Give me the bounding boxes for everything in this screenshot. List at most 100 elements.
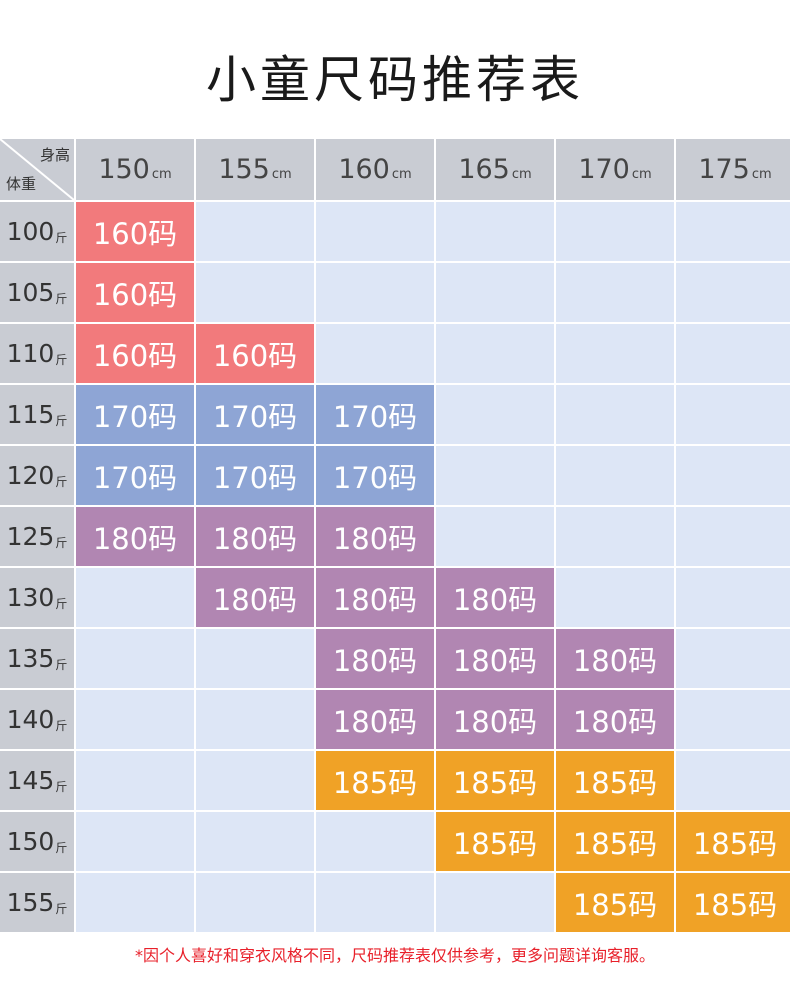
size-cell: 170码: [196, 385, 314, 444]
empty-cell: [556, 446, 674, 505]
size-cell: 185码: [676, 873, 790, 932]
empty-cell: [316, 263, 434, 322]
empty-cell: [676, 263, 790, 322]
size-cell: 170码: [76, 446, 194, 505]
empty-cell: [436, 202, 554, 261]
empty-cell: [676, 385, 790, 444]
size-cell: 160码: [76, 324, 194, 383]
empty-cell: [76, 568, 194, 627]
weight-unit: 斤: [55, 841, 68, 855]
empty-cell: [196, 690, 314, 749]
height-unit: cm: [511, 167, 532, 182]
size-cell: 180码: [316, 568, 434, 627]
size-cell: 185码: [316, 751, 434, 810]
height-value: 150: [98, 154, 150, 185]
page-title: 小童尺码推荐表: [206, 51, 584, 109]
weight-unit: 斤: [55, 780, 68, 794]
weight-unit: 斤: [55, 902, 68, 916]
weight-unit: 斤: [55, 597, 68, 611]
empty-cell: [676, 324, 790, 383]
empty-cell: [196, 263, 314, 322]
size-cell: 160码: [76, 202, 194, 261]
height-value: 155: [218, 154, 270, 185]
weight-header-140: 140 斤: [0, 690, 74, 749]
weight-unit: 斤: [55, 231, 68, 245]
height-value: 160: [338, 154, 390, 185]
empty-cell: [196, 812, 314, 871]
empty-cell: [436, 446, 554, 505]
weight-header-135: 135 斤: [0, 629, 74, 688]
height-unit: cm: [631, 167, 652, 182]
height-unit: cm: [271, 167, 292, 182]
weight-unit: 斤: [55, 475, 68, 489]
empty-cell: [676, 446, 790, 505]
empty-cell: [556, 385, 674, 444]
weight-header-155: 155 斤: [0, 873, 74, 932]
size-cell: 160码: [196, 324, 314, 383]
weight-unit: 斤: [55, 719, 68, 733]
weight-unit: 斤: [55, 292, 68, 306]
empty-cell: [196, 751, 314, 810]
weight-unit: 斤: [55, 353, 68, 367]
size-cell: 170码: [316, 446, 434, 505]
weight-header-130: 130 斤: [0, 568, 74, 627]
weight-header-145: 145 斤: [0, 751, 74, 810]
weight-header-150: 150 斤: [0, 812, 74, 871]
empty-cell: [556, 202, 674, 261]
size-cell: 180码: [436, 629, 554, 688]
weight-value: 130: [6, 583, 55, 612]
size-cell: 160码: [76, 263, 194, 322]
size-cell: 180码: [316, 507, 434, 566]
weight-unit: 斤: [55, 658, 68, 672]
size-cell: 180码: [556, 629, 674, 688]
empty-cell: [76, 751, 194, 810]
empty-cell: [196, 202, 314, 261]
empty-cell: [316, 812, 434, 871]
height-axis-label: 身高: [39, 146, 70, 164]
size-cell: 180码: [196, 568, 314, 627]
empty-cell: [436, 873, 554, 932]
size-table: 身高 体重 150 cm 155 cm 160 cm 165 cm 170 cm 175 cm 100 斤…: [0, 139, 790, 932]
empty-cell: [76, 812, 194, 871]
diagonal-divider: [0, 139, 74, 200]
weight-header-120: 120 斤: [0, 446, 74, 505]
height-header-155: 155 cm: [196, 139, 314, 200]
empty-cell: [436, 507, 554, 566]
weight-header-125: 125 斤: [0, 507, 74, 566]
weight-value: 140: [6, 705, 55, 734]
empty-cell: [556, 324, 674, 383]
empty-cell: [316, 202, 434, 261]
height-header-150: 150 cm: [76, 139, 194, 200]
height-header-175: 175 cm: [676, 139, 790, 200]
size-cell: 185码: [556, 751, 674, 810]
weight-value: 150: [6, 827, 55, 856]
size-cell: 180码: [196, 507, 314, 566]
empty-cell: [676, 568, 790, 627]
size-cell: 180码: [316, 690, 434, 749]
weight-unit: 斤: [55, 536, 68, 550]
size-cell: 180码: [316, 629, 434, 688]
empty-cell: [76, 690, 194, 749]
empty-cell: [316, 324, 434, 383]
weight-value: 155: [6, 888, 55, 917]
empty-cell: [196, 629, 314, 688]
height-unit: cm: [751, 167, 772, 182]
height-header-165: 165 cm: [436, 139, 554, 200]
weight-value: 120: [6, 461, 55, 490]
weight-value: 105: [6, 278, 55, 307]
empty-cell: [436, 263, 554, 322]
size-cell: 180码: [436, 690, 554, 749]
weight-value: 125: [6, 522, 55, 551]
weight-header-100: 100 斤: [0, 202, 74, 261]
size-cell: 185码: [676, 812, 790, 871]
height-header-170: 170 cm: [556, 139, 674, 200]
weight-value: 145: [6, 766, 55, 795]
size-cell: 180码: [556, 690, 674, 749]
weight-value: 135: [6, 644, 55, 673]
height-unit: cm: [151, 167, 172, 182]
size-cell: 180码: [76, 507, 194, 566]
size-cell: 170码: [316, 385, 434, 444]
size-cell: 180码: [436, 568, 554, 627]
empty-cell: [556, 568, 674, 627]
height-value: 165: [458, 154, 510, 185]
